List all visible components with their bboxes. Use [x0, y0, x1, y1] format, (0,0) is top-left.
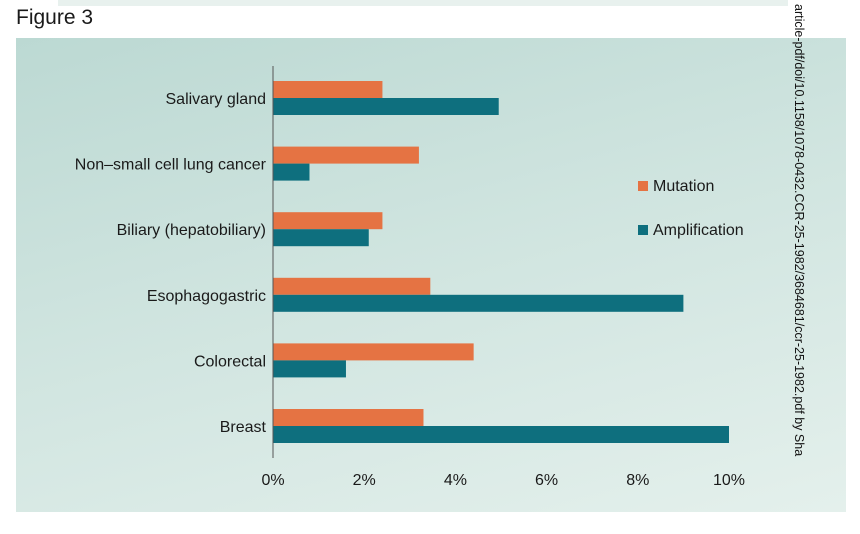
side-watermark-text: article-pdf/doi/10.1158/1078-0432.CCR-25…: [792, 4, 806, 457]
bar-amplification-breast: [273, 426, 729, 443]
bar-chart: Salivary gland Non–small cell lung cancer…: [75, 66, 745, 489]
bar-mutation-esophagogastric: [273, 277, 431, 295]
category-label-esophagogastric: Esophagogastric: [147, 288, 266, 305]
bar-mutation-salivary-gland: [273, 81, 383, 98]
category-labels: Salivary gland Non–small cell lung cancer…: [75, 91, 267, 436]
legend-label-mutation: Mutation: [653, 178, 714, 195]
bar-mutation-non-small-cell-lung-cancer: [273, 146, 419, 164]
bar-mutation-colorectal: [273, 343, 474, 361]
category-label-biliary-hepatobiliary: Biliary (hepatobiliary): [117, 222, 266, 239]
bar-amplification-biliary-hepatobiliary: [273, 229, 369, 247]
bar-mutation-breast: [273, 409, 424, 426]
x-tick-label-4: 8%: [626, 472, 649, 489]
bar-mutation-biliary-hepatobiliary: [273, 212, 383, 230]
x-tick-label-5: 10%: [713, 472, 745, 489]
x-axis-ticks: 0%2%4%6%8%10%12%: [261, 472, 745, 489]
category-label-colorectal: Colorectal: [194, 353, 266, 370]
bar-amplification-colorectal: [273, 360, 346, 378]
x-tick-label-1: 2%: [353, 472, 376, 489]
bar-amplification-esophagogastric: [273, 294, 684, 312]
bar-amplification-salivary-gland: [273, 98, 499, 115]
category-label-non-small-cell-lung-cancer: Non–small cell lung cancer: [75, 157, 267, 174]
top-strip: [58, 0, 788, 6]
legend: Mutation Amplification: [638, 178, 744, 239]
bars-group: [273, 81, 729, 443]
category-label-salivary-gland: Salivary gland: [166, 91, 267, 108]
legend-swatch-amplification: [638, 225, 648, 235]
legend-label-amplification: Amplification: [653, 222, 744, 239]
x-tick-label-0: 0%: [261, 472, 284, 489]
figure-title: Figure 3: [16, 6, 94, 29]
legend-swatch-mutation: [638, 181, 648, 191]
bar-amplification-non-small-cell-lung-cancer: [273, 163, 310, 181]
x-tick-label-2: 4%: [444, 472, 467, 489]
category-label-breast: Breast: [220, 419, 267, 436]
x-tick-label-3: 6%: [535, 472, 558, 489]
side-watermark: article-pdf/doi/10.1158/1078-0432.CCR-25…: [790, 4, 808, 514]
